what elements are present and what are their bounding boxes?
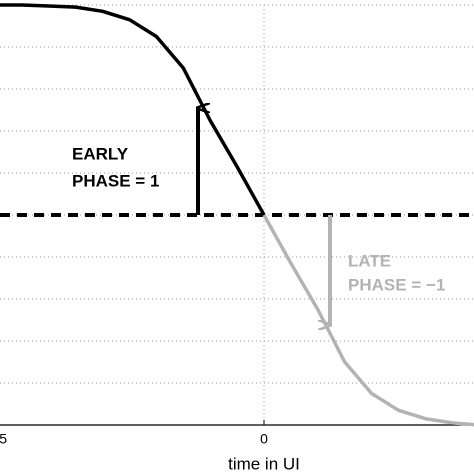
data-line <box>262 214 474 427</box>
x-axis-label: time in UI <box>228 454 300 473</box>
x-tick-label: 0 <box>260 431 268 447</box>
annotation: LATE <box>348 251 391 270</box>
annotation: EARLY <box>72 144 129 163</box>
annotation: PHASE = 1 <box>72 171 159 190</box>
data-line <box>0 3 266 216</box>
x-tick-label: -0.5 <box>0 431 7 447</box>
annotation: PHASE = −1 <box>348 275 445 294</box>
